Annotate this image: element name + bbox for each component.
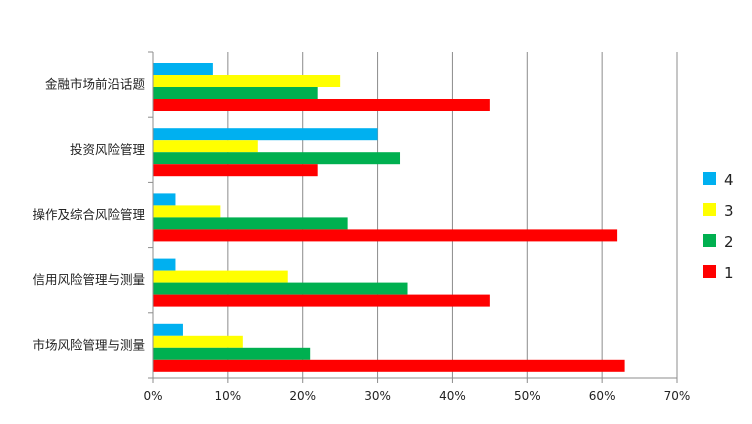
bar-series-1 <box>153 294 490 307</box>
x-tick-label: 10% <box>215 389 242 403</box>
x-tick-label: 60% <box>589 389 616 403</box>
bar-series-2 <box>153 152 401 165</box>
bar-series-3 <box>153 335 243 348</box>
bar-series-1 <box>153 359 625 372</box>
x-tick-label: 20% <box>289 389 316 403</box>
bar-series-2 <box>153 217 348 230</box>
legend: 4 3 2 1 <box>703 171 734 282</box>
bar-series-3 <box>153 205 221 218</box>
x-tick-label: 40% <box>439 389 466 403</box>
bar-series-4 <box>153 193 176 206</box>
bar-series-2 <box>153 282 408 295</box>
legend-swatch-3 <box>703 203 716 216</box>
bar-series-4 <box>153 323 183 336</box>
bar-series-4 <box>153 258 176 271</box>
bars <box>153 63 625 372</box>
legend-swatch-2 <box>703 234 716 247</box>
bar-series-2 <box>153 87 318 99</box>
category-label: 操作及综合风险管理 <box>32 207 145 222</box>
category-labels: 金融市场前沿话题投资风险管理操作及综合风险管理信用风险管理与测量市场风险管理与测… <box>32 77 145 353</box>
bar-series-4 <box>153 63 213 75</box>
x-tick-label: 0% <box>143 389 162 403</box>
bar-series-2 <box>153 347 311 360</box>
legend-label: 3 <box>724 202 734 220</box>
bar-series-3 <box>153 140 258 153</box>
category-label: 金融市场前沿话题 <box>45 77 146 92</box>
bar-series-1 <box>153 229 618 242</box>
x-tick-label: 30% <box>364 389 391 403</box>
x-tick-label: 50% <box>514 389 541 403</box>
x-tick-label: 70% <box>664 389 691 403</box>
category-label: 投资风险管理 <box>70 142 146 157</box>
legend-swatch-1 <box>703 265 716 278</box>
x-tick-labels: 0% 10% 20% 30% 40% 50% 60% 70% <box>143 389 690 403</box>
bar-series-4 <box>153 128 378 141</box>
bar-series-3 <box>153 270 288 283</box>
legend-label: 1 <box>724 264 734 282</box>
category-label: 信用风险管理与测量 <box>32 272 145 287</box>
category-label: 市场风险管理与测量 <box>32 337 145 352</box>
legend-swatch-4 <box>703 172 716 185</box>
bar-series-3 <box>153 75 341 87</box>
axes <box>148 51 678 383</box>
legend-label: 4 <box>724 171 734 189</box>
bar-series-1 <box>153 99 490 111</box>
legend-label: 2 <box>724 233 734 251</box>
bar-series-1 <box>153 164 318 177</box>
